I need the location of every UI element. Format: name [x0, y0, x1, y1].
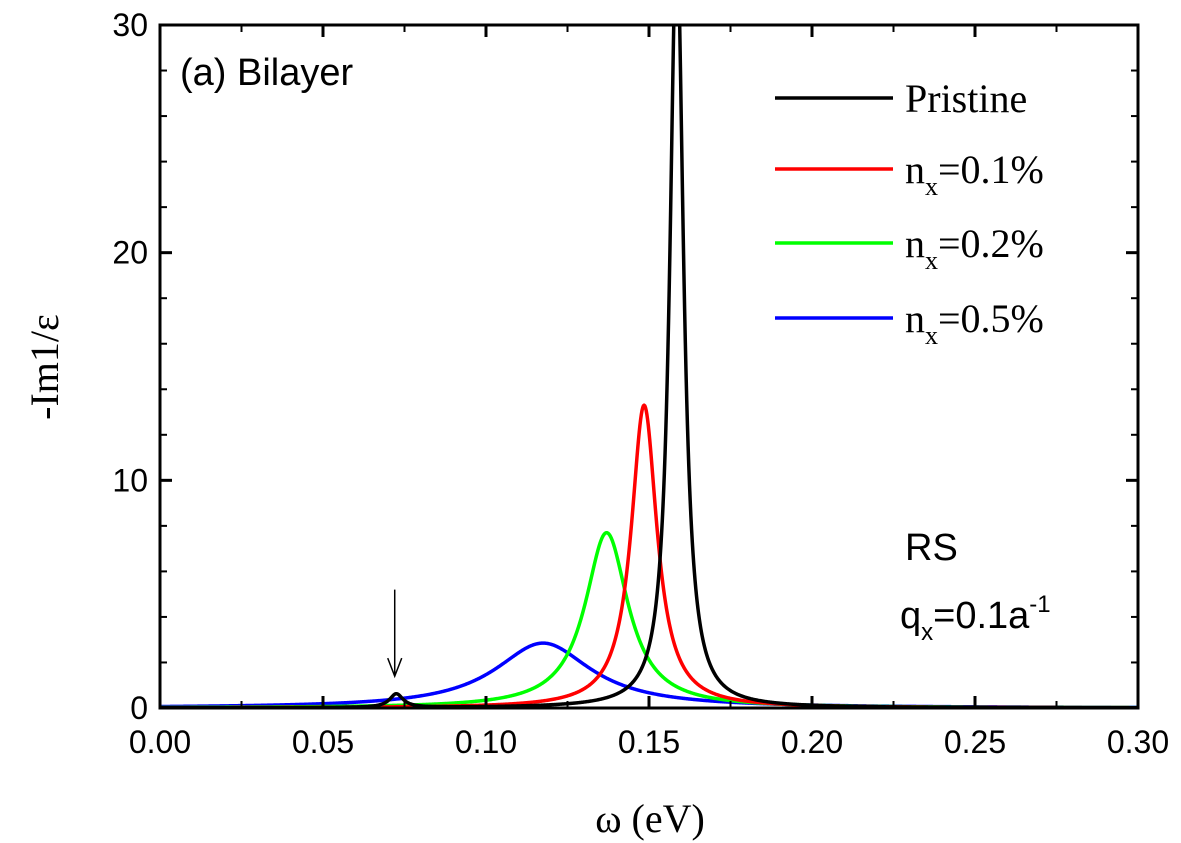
x-tick-label: 0.20	[781, 724, 843, 760]
x-tick-label: 0.25	[944, 724, 1006, 760]
legend: Pristine nx=0.1% nx=0.2% nx=0.5%	[775, 76, 1044, 350]
peak-arrow-icon	[387, 589, 403, 679]
y-tick-label: 20	[112, 235, 148, 271]
legend-label: nx=0.2%	[905, 221, 1044, 275]
axis-ticks	[158, 23, 1140, 710]
x-tick-label: 0.15	[618, 724, 680, 760]
x-tick-label: 0.05	[292, 724, 354, 760]
rs-annotation: RS qx=0.1a-1	[900, 527, 1051, 646]
x-axis-title: ω (eV)	[595, 796, 705, 841]
legend-label: Pristine	[905, 76, 1027, 121]
annotation-rs: RS	[905, 527, 958, 569]
panel-label: (a) Bilayer	[180, 52, 353, 94]
legend-label: nx=0.5%	[905, 296, 1044, 350]
y-tick-label: 10	[112, 462, 148, 498]
y-axis-title: -Im1/ε	[22, 314, 67, 420]
x-tick-label: 0.30	[1107, 724, 1169, 760]
x-tick-label: 0.10	[455, 724, 517, 760]
axis-tick-labels: 0.00 0.05 0.10 0.15 0.20 0.25 0.30 0 10 20 30	[112, 7, 1169, 760]
x-tick-label: 0.00	[129, 724, 191, 760]
legend-label: nx=0.1%	[905, 147, 1044, 201]
annotation-qx: qx=0.1a-1	[900, 591, 1051, 646]
y-tick-label: 0	[130, 690, 148, 726]
y-tick-label: 30	[112, 7, 148, 43]
